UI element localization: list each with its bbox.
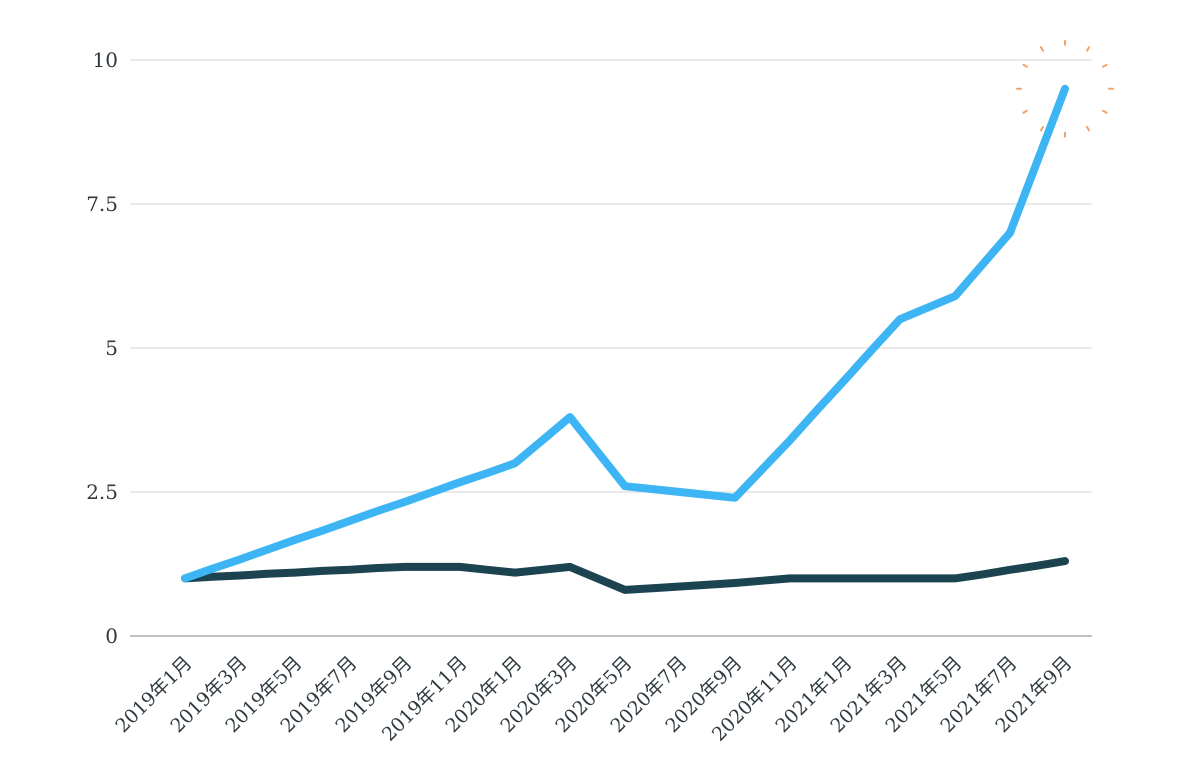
sparkle-ray bbox=[1086, 46, 1090, 52]
series-line-1 bbox=[181, 84, 1069, 583]
sparkle-ray bbox=[1022, 63, 1028, 68]
y-tick-label: 10 bbox=[93, 48, 118, 72]
x-axis-tick-labels: 2019年1月2019年3月2019年5月2019年7月2019年9月2019年… bbox=[111, 652, 1076, 746]
y-tick-label: 5 bbox=[105, 336, 118, 360]
sparkle-ray bbox=[1102, 63, 1108, 68]
series-lines bbox=[181, 84, 1069, 594]
sparkle-ray bbox=[1102, 109, 1108, 114]
endpoint-sparkle bbox=[1016, 39, 1114, 138]
grid-lines bbox=[130, 59, 1092, 637]
series-line-2 bbox=[181, 557, 1069, 594]
y-tick-label: 2.5 bbox=[86, 480, 118, 504]
y-axis-tick-labels: 0 2.5 5 7.5 10 bbox=[86, 48, 118, 648]
sparkle-ray bbox=[1086, 125, 1090, 132]
sparkle-ray bbox=[1040, 125, 1044, 132]
y-tick-label: 0 bbox=[105, 624, 118, 648]
sparkle-ray bbox=[1022, 109, 1028, 114]
sparkle-ray bbox=[1040, 46, 1044, 52]
y-tick-label: 7.5 bbox=[86, 192, 118, 216]
